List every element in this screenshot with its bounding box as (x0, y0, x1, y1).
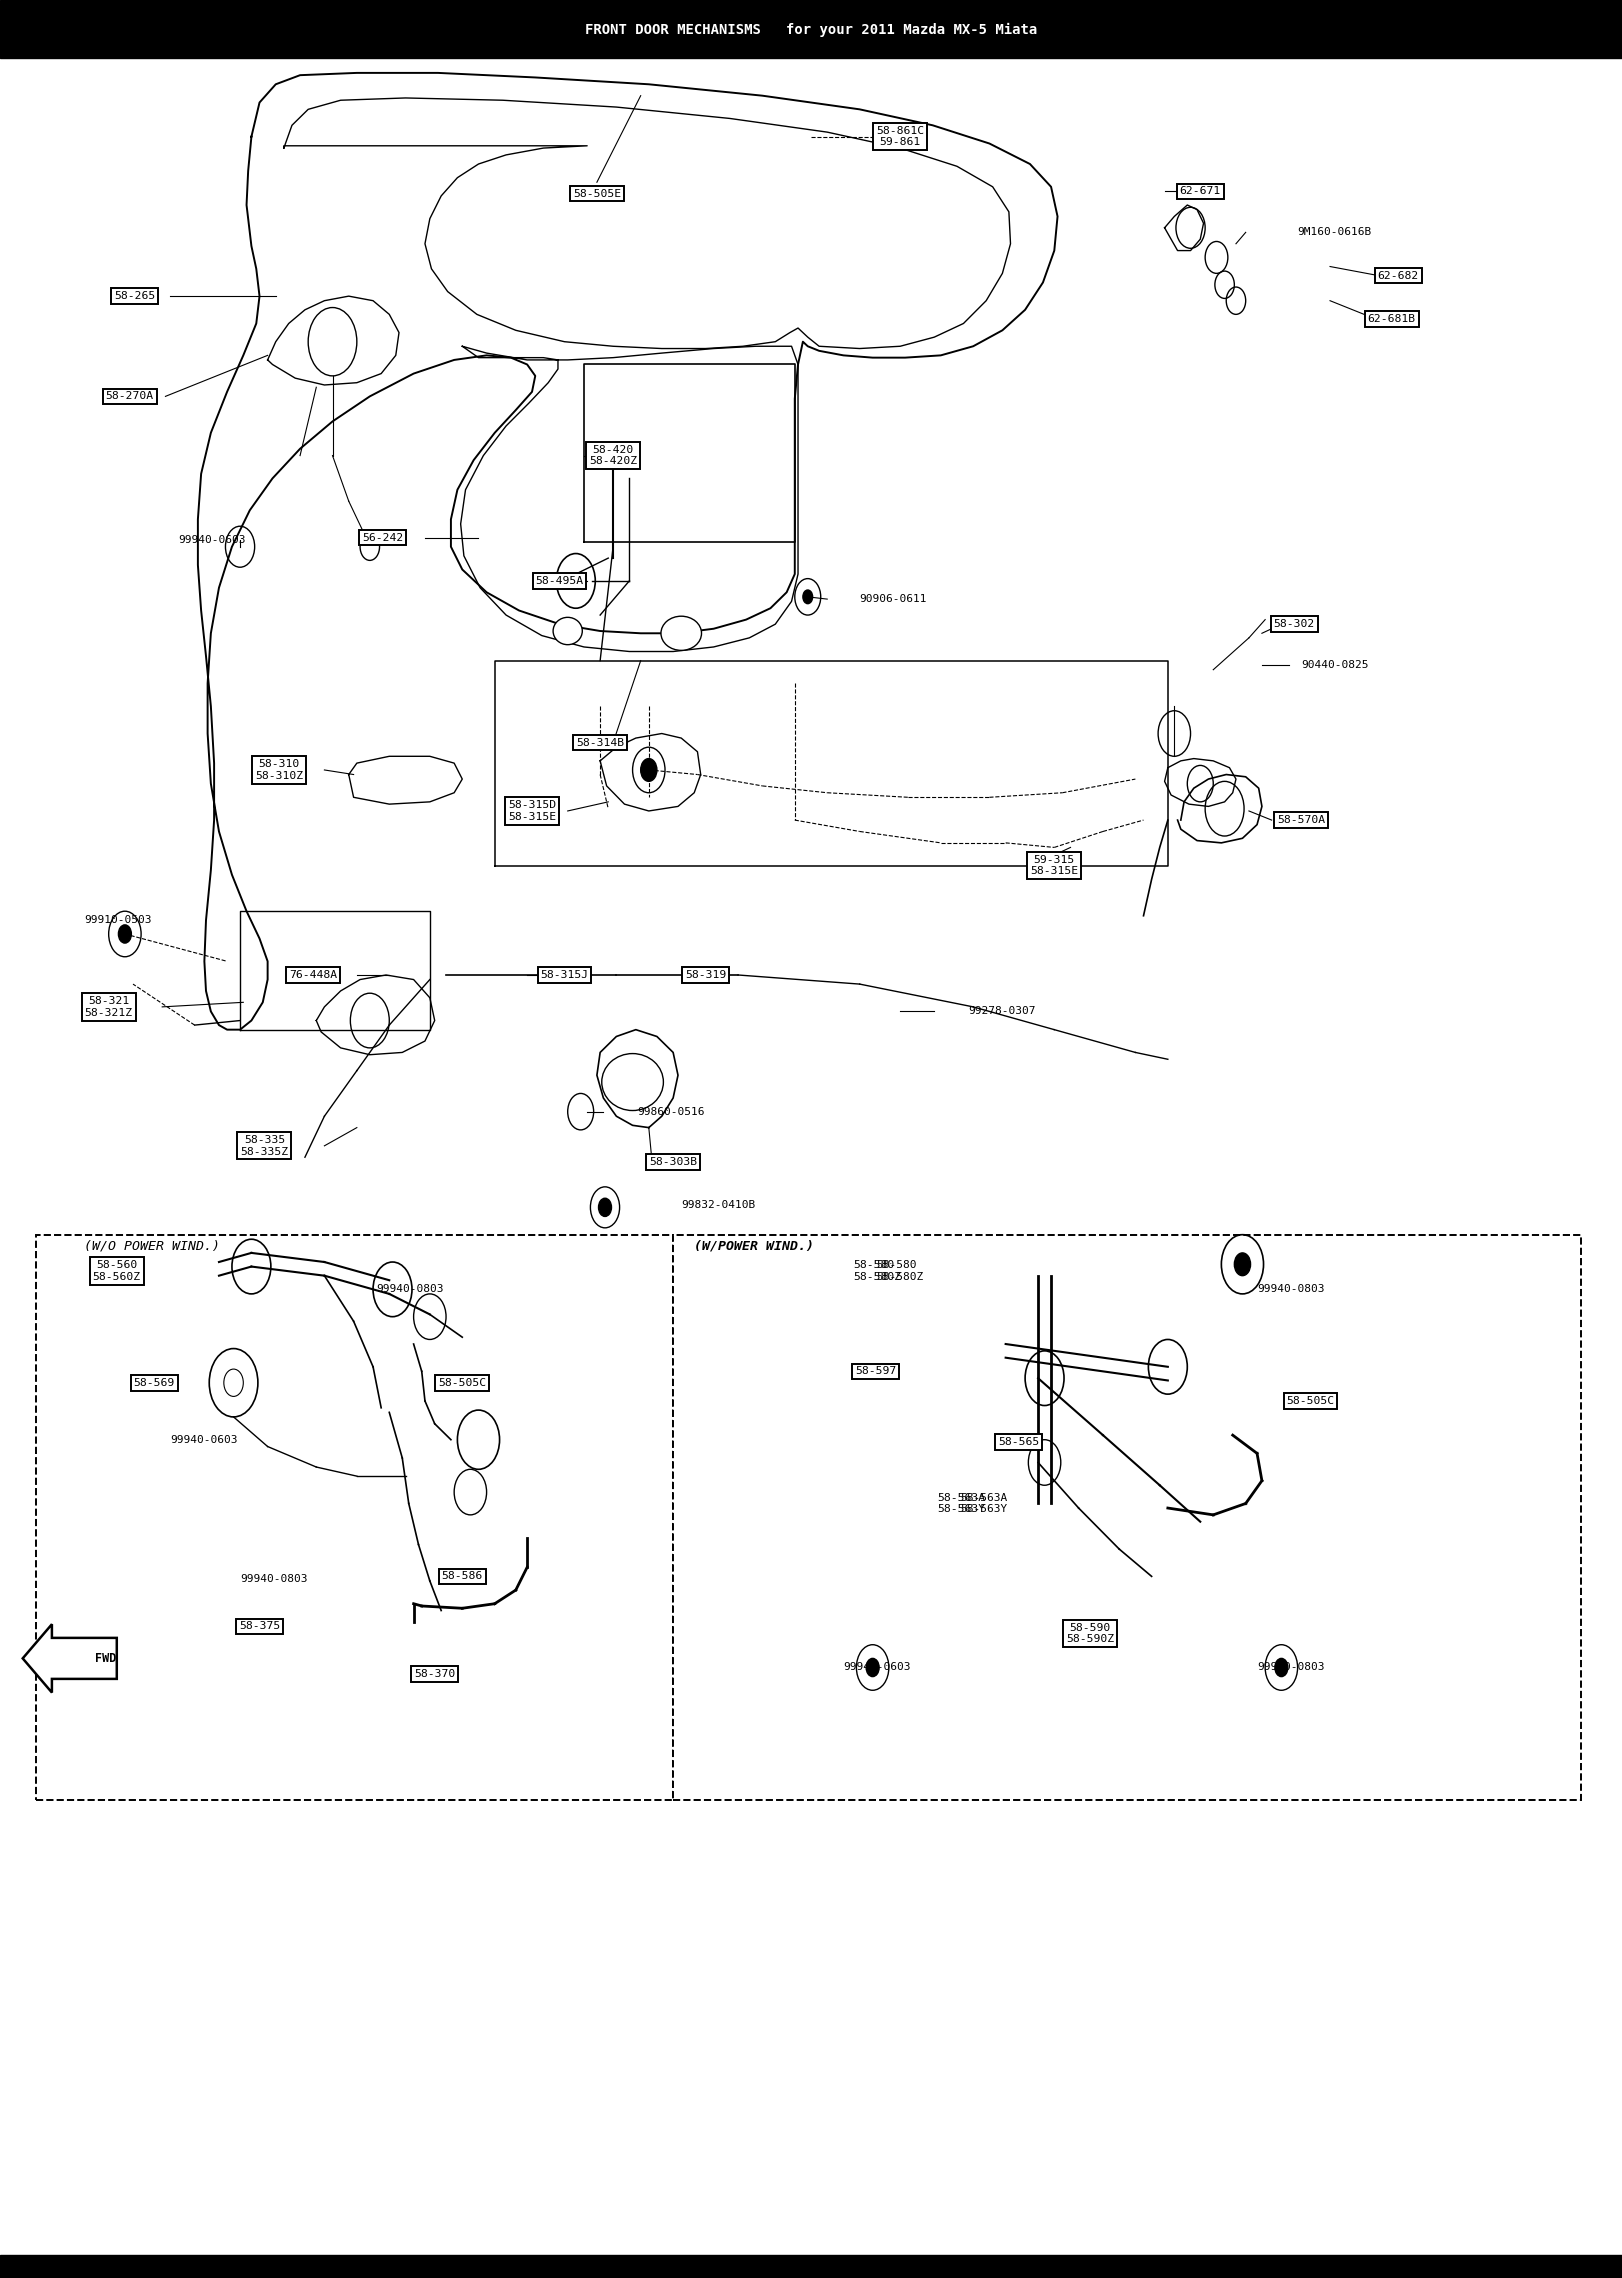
FancyArrow shape (23, 1624, 117, 1693)
Text: 58-303B: 58-303B (649, 1157, 697, 1166)
Text: 58-315D
58-315E: 58-315D 58-315E (508, 800, 556, 822)
Text: FWD: FWD (94, 1652, 117, 1665)
Text: 58-505E: 58-505E (573, 189, 621, 198)
Circle shape (599, 1198, 611, 1216)
Text: 58-302: 58-302 (1273, 620, 1315, 629)
Text: 99940-0803: 99940-0803 (240, 1574, 308, 1583)
Circle shape (803, 590, 813, 604)
Text: 99940-0803: 99940-0803 (1257, 1285, 1325, 1294)
Circle shape (1234, 1253, 1251, 1276)
Text: 58-335
58-335Z: 58-335 58-335Z (240, 1134, 289, 1157)
Text: FRONT DOOR MECHANISMS   for your 2011 Mazda MX-5 Miata: FRONT DOOR MECHANISMS for your 2011 Mazd… (586, 23, 1036, 36)
Text: 58-495A: 58-495A (535, 576, 584, 585)
Text: 58-590
58-590Z: 58-590 58-590Z (1066, 1622, 1114, 1645)
Text: 58-565: 58-565 (998, 1437, 1040, 1447)
Circle shape (118, 925, 131, 943)
Text: 90906-0611: 90906-0611 (860, 595, 928, 604)
Bar (0, 2255, 1622, 2278)
Text: 59-315
58-315E: 59-315 58-315E (1030, 854, 1079, 877)
Text: 58-580
58-580Z: 58-580 58-580Z (853, 1260, 902, 1283)
Text: 58-569: 58-569 (133, 1378, 175, 1387)
Text: 58-580
58-580Z: 58-580 58-580Z (876, 1260, 923, 1283)
Text: 58-586: 58-586 (441, 1572, 483, 1581)
Text: 58-570A: 58-570A (1277, 816, 1325, 825)
Ellipse shape (553, 617, 582, 645)
Text: 99278-0307: 99278-0307 (968, 1007, 1036, 1016)
Text: 58-420
58-420Z: 58-420 58-420Z (589, 444, 637, 467)
Ellipse shape (602, 1052, 663, 1109)
Text: 99860-0516: 99860-0516 (637, 1107, 706, 1116)
Text: 58-563A
58-563Y: 58-563A 58-563Y (960, 1492, 1007, 1515)
Text: (W/POWER WIND.): (W/POWER WIND.) (694, 1239, 814, 1253)
Text: 99940-0603: 99940-0603 (170, 1435, 238, 1444)
Text: 62-671: 62-671 (1179, 187, 1221, 196)
Text: 58-563A
58-563Y: 58-563A 58-563Y (938, 1492, 986, 1515)
Text: 58-319: 58-319 (684, 970, 727, 980)
Text: 76-448A: 76-448A (289, 970, 337, 980)
Text: 62-682: 62-682 (1377, 271, 1419, 280)
Text: 58-505C: 58-505C (438, 1378, 487, 1387)
Text: 99940-0803: 99940-0803 (376, 1285, 444, 1294)
Text: 58-321
58-321Z: 58-321 58-321Z (84, 995, 133, 1018)
Text: 99940-0803: 99940-0803 (1257, 1663, 1325, 1672)
Text: 9M160-0616B: 9M160-0616B (1298, 228, 1372, 237)
Text: 58-370: 58-370 (414, 1670, 456, 1679)
Text: 90440-0825: 90440-0825 (1301, 661, 1369, 670)
Circle shape (866, 1658, 879, 1677)
Text: 58-505C: 58-505C (1286, 1396, 1335, 1406)
Text: 58-270A: 58-270A (105, 392, 154, 401)
Text: 62-681B: 62-681B (1367, 314, 1416, 323)
Text: 58-597: 58-597 (855, 1367, 897, 1376)
Text: 58-861C
59-861: 58-861C 59-861 (876, 125, 925, 148)
FancyBboxPatch shape (673, 1235, 1581, 1800)
Text: 58-315J: 58-315J (540, 970, 589, 980)
Text: 56-242: 56-242 (362, 533, 404, 542)
Text: 58-314B: 58-314B (576, 738, 624, 747)
Bar (0, 0, 1622, 57)
Ellipse shape (662, 617, 701, 652)
FancyBboxPatch shape (36, 1235, 673, 1800)
Text: 58-560
58-560Z: 58-560 58-560Z (92, 1260, 141, 1283)
Text: 58-265: 58-265 (114, 292, 156, 301)
Text: 99832-0410B: 99832-0410B (681, 1201, 756, 1210)
Text: 99940-0603: 99940-0603 (843, 1663, 912, 1672)
Text: 58-310
58-310Z: 58-310 58-310Z (255, 759, 303, 781)
Circle shape (1275, 1658, 1288, 1677)
Text: 58-375: 58-375 (238, 1622, 281, 1631)
Text: (W/O POWER WIND.): (W/O POWER WIND.) (84, 1239, 221, 1253)
Text: 99940-0603: 99940-0603 (178, 535, 247, 544)
Circle shape (641, 759, 657, 781)
Text: 99910-0503: 99910-0503 (84, 916, 152, 925)
